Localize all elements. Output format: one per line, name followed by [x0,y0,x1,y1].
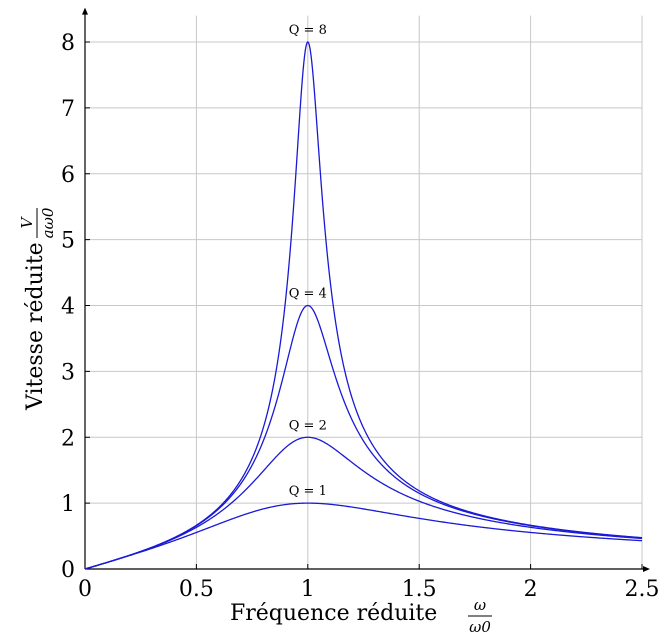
x-fraction-denominator: ω0 [469,618,491,636]
series-label: Q = 2 [289,418,327,433]
x-axis-label: Fréquence réduite [230,601,437,626]
x-tick-label: 2 [524,577,538,602]
grid [85,15,643,569]
y-tick-label: 8 [61,31,75,56]
y-tick-label: 2 [61,426,75,451]
y-tick-label: 0 [61,558,75,583]
x-axis-arrow-icon [643,566,650,572]
y-tick-label: 3 [61,360,75,385]
y-tick-label: 6 [61,163,75,188]
axes [82,7,650,572]
series-label: Q = 4 [289,287,327,302]
series-line [84,436,643,570]
series-line [84,41,643,570]
y-tick-label: 7 [61,97,75,122]
x-tick-label: 1.5 [402,577,437,602]
series-label: Q = 1 [289,484,327,499]
x-fraction-numerator: ω [474,596,486,614]
y-tick-labels: 0 1 2 3 4 5 6 7 8 [61,31,75,583]
x-tick-label: 0 [78,577,92,602]
x-tick-label: 1 [301,577,315,602]
series-label: Q = 8 [289,23,327,38]
series-line [84,502,643,570]
y-tick-label: 1 [61,492,75,517]
y-axis-arrow-icon [82,7,88,15]
y-axis-title: Vitesse réduite V aω0 [18,207,57,411]
x-tick-label: 2.5 [625,577,660,602]
x-tick-labels: 0 0.5 1 1.5 2 2.5 [78,577,660,602]
series-curves [84,41,643,570]
y-fraction-numerator: V [18,215,36,228]
y-tick-label: 4 [61,295,75,320]
y-tick-label: 5 [61,229,75,254]
y-axis-label: Vitesse réduite [23,242,48,411]
y-fraction-denominator: aω0 [39,207,57,238]
x-axis-title: Fréquence réduite ω ω0 [230,596,492,636]
x-tick-label: 0.5 [179,577,214,602]
series-labels: Q = 1 Q = 2 Q = 4 Q = 8 [289,23,327,499]
